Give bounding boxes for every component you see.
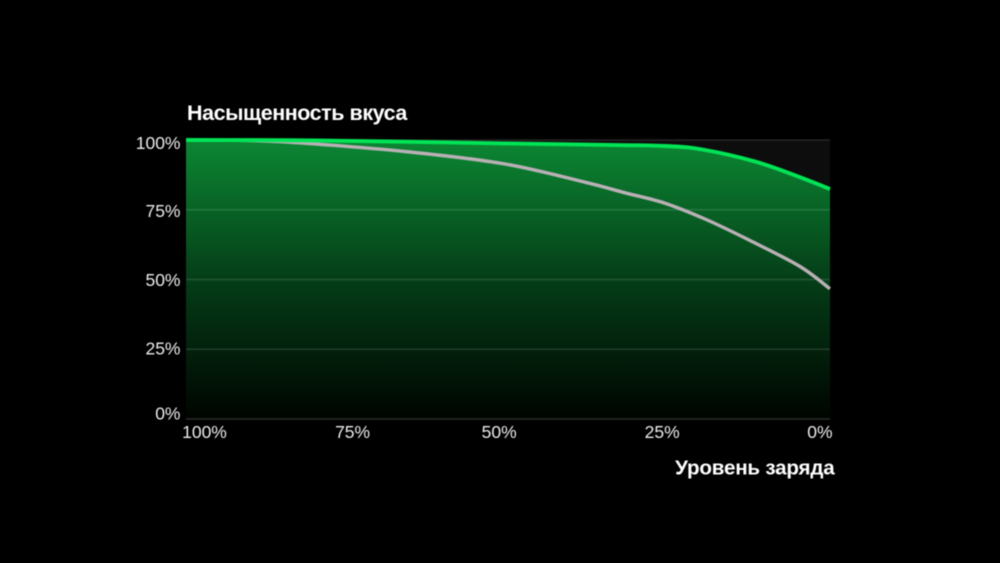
svg-text:25%: 25%: [645, 422, 680, 442]
svg-text:0%: 0%: [155, 403, 180, 423]
svg-text:50%: 50%: [482, 422, 517, 442]
svg-text:Насыщенность вкуса: Насыщенность вкуса: [187, 101, 408, 125]
svg-text:25%: 25%: [145, 339, 180, 359]
svg-text:Уровень заряда: Уровень заряда: [675, 457, 835, 480]
svg-text:100%: 100%: [136, 133, 181, 153]
svg-text:75%: 75%: [335, 422, 370, 442]
svg-text:50%: 50%: [145, 270, 180, 290]
svg-text:75%: 75%: [145, 201, 180, 221]
svg-text:0%: 0%: [807, 422, 832, 442]
svg-text:100%: 100%: [182, 422, 227, 442]
